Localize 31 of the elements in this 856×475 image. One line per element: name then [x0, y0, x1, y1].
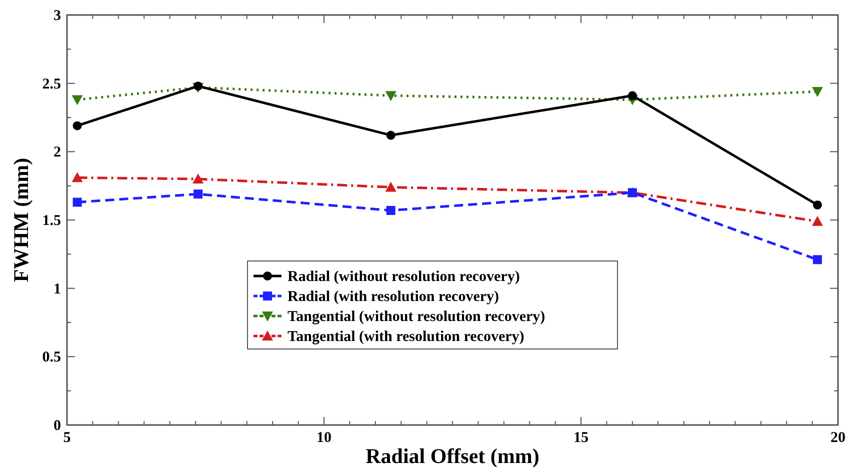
point	[812, 200, 822, 210]
y-tick-label: 1.5	[42, 213, 61, 229]
x-tick-label: 10	[316, 430, 332, 446]
y-tick-label: 2.5	[42, 76, 61, 92]
point	[812, 255, 822, 264]
y-tick-label: 0.5	[42, 350, 61, 366]
legend-label: Tangential (with resolution recovery)	[288, 329, 524, 345]
point	[628, 91, 637, 100]
point	[72, 198, 82, 207]
point	[192, 174, 204, 184]
point	[386, 130, 396, 140]
y-tick-label: 1	[54, 281, 61, 298]
y-tick-label: 3	[54, 8, 61, 24]
point	[812, 216, 823, 226]
point	[72, 95, 83, 106]
x-tick-label: 5	[63, 430, 71, 446]
x-tick-label: 15	[574, 430, 588, 446]
legend-label: Tangential (without resolution recovery)	[288, 309, 546, 325]
point	[385, 182, 396, 192]
legend-label: Radial (without resolution recovery)	[288, 269, 520, 285]
point	[194, 190, 203, 199]
point	[72, 121, 82, 130]
y-axis-title: FWHM (mm)	[9, 158, 33, 282]
point	[72, 172, 83, 182]
x-tick-label: 20	[830, 430, 846, 446]
point	[386, 206, 396, 215]
y-tick-label: 2	[54, 144, 61, 161]
y-tick-label: 0	[54, 418, 61, 434]
legend-label: Radial (with resolution recovery)	[288, 289, 500, 305]
point	[385, 91, 396, 102]
point	[812, 87, 823, 98]
